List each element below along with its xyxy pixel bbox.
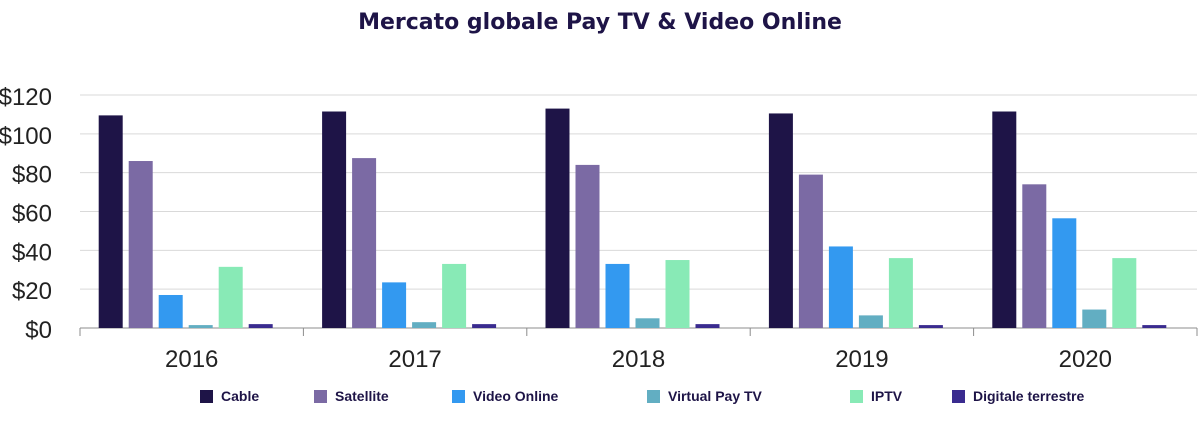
legend-label: Digitale terrestre (973, 388, 1085, 404)
bar (858, 315, 883, 328)
bar (1052, 218, 1077, 328)
bar (218, 266, 243, 328)
legend-item: IPTV (850, 388, 902, 404)
bar (635, 318, 660, 328)
legend-label: IPTV (871, 388, 903, 404)
y-tick-label: $80 (12, 162, 52, 189)
bar (128, 161, 153, 328)
axes: $0 $20 $40 $60 $80 $100 $120 2016 2017 2018 2019 20… (0, 84, 1198, 373)
legend-swatch (200, 389, 213, 403)
y-tick-label: $40 (12, 239, 52, 266)
y-tick-label: $60 (12, 201, 52, 228)
bar (665, 260, 690, 328)
bar (918, 325, 943, 328)
x-tick-label: 2019 (835, 346, 888, 373)
bar (545, 108, 570, 328)
y-tick-label: $120 (0, 84, 52, 111)
bar (248, 324, 273, 328)
legend-swatch (952, 389, 965, 403)
legend-label: Virtual Pay TV (668, 388, 762, 404)
chart-title: Mercato globale Pay TV & Video Online (358, 10, 842, 35)
legend-item: Virtual Pay TV (647, 388, 762, 404)
bar (1082, 309, 1107, 328)
y-tick-label: $20 (12, 278, 52, 305)
y-tick-label: $100 (0, 123, 52, 150)
bar (188, 325, 213, 328)
bar (695, 324, 720, 328)
legend-swatch (850, 389, 863, 403)
x-tick-label: 2016 (165, 346, 218, 373)
bar (888, 258, 913, 328)
legend: Cable Satellite Video Online Virtual Pay TV… (0, 388, 1200, 408)
bar (828, 246, 853, 328)
legend-item: Cable (200, 388, 259, 404)
bar (472, 324, 497, 328)
bar (1112, 258, 1137, 328)
bar (1142, 325, 1167, 328)
legend-swatch (452, 389, 465, 403)
x-tick-label: 2020 (1059, 346, 1112, 373)
bar (798, 174, 823, 328)
legend-label: Video Online (473, 388, 559, 404)
bar (158, 294, 183, 328)
bar (382, 282, 407, 328)
bar (1022, 184, 1047, 328)
y-tick-label: $0 (25, 317, 52, 344)
legend-label: Cable (221, 388, 260, 404)
bar (992, 111, 1017, 328)
x-tick-label: 2017 (388, 346, 441, 373)
legend-swatch (314, 389, 327, 403)
bar (605, 263, 630, 328)
legend-item: Digitale terrestre (952, 388, 1084, 404)
bar (442, 263, 467, 328)
bar (352, 158, 377, 328)
legend-swatch (647, 389, 660, 403)
legend-item: Video Online (452, 388, 558, 404)
legend-item: Satellite (314, 388, 389, 404)
bars (98, 108, 1167, 328)
bar (98, 115, 123, 328)
x-tick-label: 2018 (612, 346, 665, 373)
bar (575, 164, 600, 328)
bar (412, 322, 437, 328)
bar (322, 111, 347, 328)
legend-label: Satellite (335, 388, 389, 404)
bar (768, 113, 793, 328)
